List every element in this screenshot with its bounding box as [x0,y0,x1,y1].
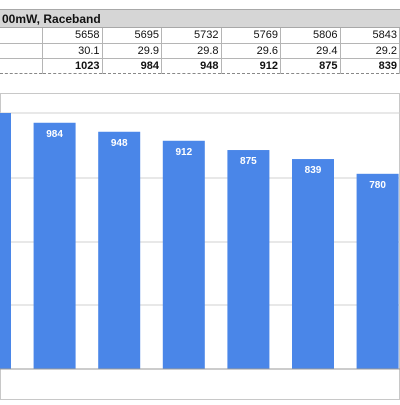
data-table: 5658 5695 5732 5769 5806 5843 30.1 29.9 … [0,28,400,74]
table-row: 1023 984 948 912 875 839 [0,58,400,74]
row-stub [0,43,43,59]
table-cell: 984 [102,58,162,74]
table-row: 30.1 29.9 29.8 29.6 29.4 29.2 [0,43,400,59]
table-cell: 948 [161,58,222,74]
bar [33,122,76,370]
column-header: 5695 [102,28,162,44]
bar-chart: 984 948 912 875 839 780 [0,93,400,400]
table-cell: 875 [280,58,341,74]
table-cell: 839 [340,58,400,74]
bar [98,131,141,369]
chart-canvas: 984 948 912 875 839 780 [0,93,400,400]
bar [227,150,270,369]
table-cell: 29.2 [340,43,400,59]
column-header: 5732 [161,28,222,44]
bar-data-label: 984 [46,129,63,140]
table-cell: 29.6 [221,43,281,59]
table-cell: 29.8 [161,43,222,59]
column-header: 5806 [280,28,341,44]
row-stub [0,58,43,74]
bar-data-label: 839 [305,165,322,176]
bar [162,140,205,369]
column-header: 5658 [42,28,103,44]
bar-data-label: 948 [111,138,128,149]
bar-data-label: 780 [369,180,386,191]
column-header: 5843 [340,28,400,44]
bar-data-label: 912 [175,147,192,158]
bar [292,159,334,369]
bar-data-label: 875 [240,156,257,167]
table-cell: 30.1 [42,43,103,59]
header-row: 5658 5695 5732 5769 5806 5843 [0,28,400,44]
bar [0,113,11,369]
table-cell: 1023 [42,58,103,74]
bar [356,173,399,369]
table-cell: 912 [221,58,281,74]
table-title: 00mW, Raceband [0,9,400,28]
table-cell: 29.4 [280,43,341,59]
table-cell: 29.9 [102,43,162,59]
column-header: 5769 [221,28,281,44]
row-stub [0,28,43,44]
